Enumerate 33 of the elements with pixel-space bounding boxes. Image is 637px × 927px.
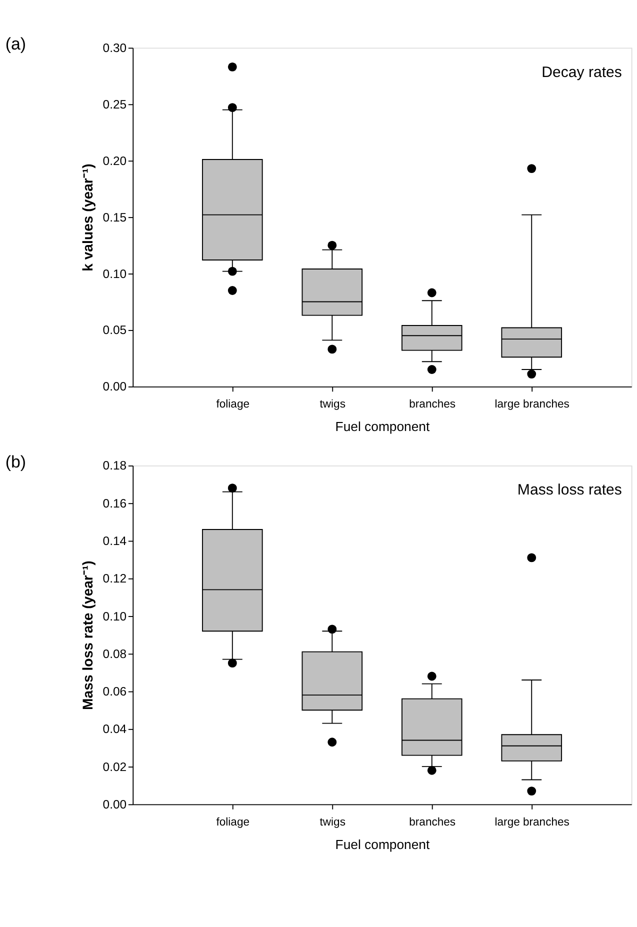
y-tick-label: 0.02 <box>102 760 127 774</box>
x-tick-label: foliage <box>216 398 250 411</box>
x-tick-label: foliage <box>216 816 250 828</box>
x-tick-label: twigs <box>320 398 346 411</box>
y-tick-label: 0.30 <box>102 40 127 55</box>
chart-title: (b) <box>5 452 26 472</box>
y-tick-label: 0.08 <box>102 646 127 661</box>
y-tick-label: 0.06 <box>102 684 127 699</box>
x-tick-label: branches <box>409 816 456 828</box>
x-axis-title: Fuel component <box>335 419 430 434</box>
y-axis-title: Mass loss rate (year⁻¹) <box>79 560 96 710</box>
y-tick-label: 0.14 <box>102 534 127 548</box>
y-tick-label: 0.04 <box>102 722 127 736</box>
x-axis-title: Fuel component <box>335 836 430 852</box>
y-tick-label: 0.18 <box>102 458 127 473</box>
x-tick-label: large branches <box>494 398 570 411</box>
y-tick-label: 0.20 <box>102 154 127 168</box>
y-tick-label: 0.15 <box>102 210 127 224</box>
y-axis-title: k values (year⁻¹) <box>79 164 96 272</box>
annotation: Decay rates <box>542 64 622 81</box>
y-tick-label: 0.10 <box>102 266 127 281</box>
y-tick-label: 0.16 <box>102 496 127 510</box>
x-tick-label: branches <box>409 398 456 411</box>
x-tick-label: twigs <box>320 816 346 828</box>
y-tick-label: 0.05 <box>102 323 127 338</box>
y-tick-label: 0.25 <box>102 97 127 112</box>
x-tick-label: large branches <box>494 816 570 828</box>
chart-title: (a) <box>5 34 26 54</box>
y-tick-label: 0.00 <box>102 797 127 812</box>
y-tick-label: 0.00 <box>102 380 127 394</box>
annotation: Mass loss rates <box>517 482 622 499</box>
y-tick-label: 0.12 <box>102 572 127 586</box>
y-tick-label: 0.10 <box>102 609 127 624</box>
